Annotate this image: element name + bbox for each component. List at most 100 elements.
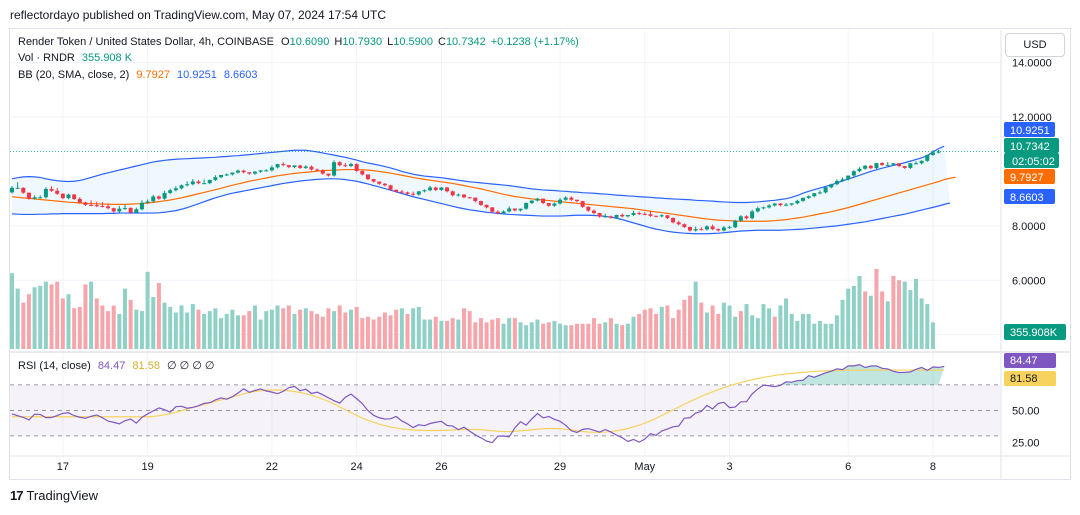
candle-body	[445, 187, 450, 192]
candle-body	[507, 208, 512, 212]
candle-body	[428, 187, 433, 191]
candle-body	[49, 188, 54, 191]
volume-bar	[772, 316, 777, 349]
candle-body	[123, 207, 127, 209]
volume-bar	[405, 313, 410, 349]
candle-body	[281, 164, 286, 166]
volume-bar	[755, 318, 760, 349]
candle-body	[224, 174, 229, 176]
volume-bar	[885, 301, 890, 349]
candle-body	[128, 207, 133, 213]
candle-body	[671, 217, 676, 223]
time-tick-label: 8	[930, 461, 936, 473]
bb-background	[12, 146, 950, 234]
volume-bar	[151, 297, 156, 349]
candle-body	[518, 208, 523, 211]
rsi-ma-tag-bg	[1004, 371, 1056, 386]
candle-body	[846, 175, 851, 180]
bb-lower-value: 8.6603	[223, 69, 258, 81]
price-tag-bg	[1004, 138, 1059, 153]
volume-bar	[21, 302, 26, 349]
volume-bar	[106, 311, 111, 349]
volume-label[interactable]: Vol · RNDR	[18, 52, 75, 64]
candle-body	[422, 190, 427, 192]
volume-bar	[659, 306, 664, 349]
candle-body	[349, 164, 353, 167]
volume-bar	[298, 309, 303, 349]
candle-body	[761, 207, 766, 209]
price-tag-bg	[1004, 122, 1055, 137]
rsi-legend: RSI (14, close) 84.47 81.58 ∅ ∅ ∅ ∅	[18, 359, 219, 372]
candle-body	[829, 184, 834, 188]
countdown-label: 02:05:02	[1012, 156, 1055, 168]
candle-body	[863, 165, 868, 169]
volume-bar	[603, 322, 608, 349]
candle-body	[721, 227, 726, 231]
currency-button[interactable]: USD	[1005, 33, 1065, 57]
candle-body	[162, 192, 167, 199]
volume-bar	[371, 319, 376, 349]
volume-bar	[563, 325, 568, 349]
candle-body	[620, 214, 625, 217]
candle-body	[801, 197, 805, 201]
volume-bar	[778, 305, 783, 349]
volume-bar	[812, 323, 817, 349]
volume-bar	[688, 295, 692, 349]
volume-bar	[648, 308, 653, 349]
candle-body	[439, 187, 444, 190]
volume-bar	[834, 315, 839, 349]
volume-bar	[902, 281, 907, 349]
volume-bar	[817, 320, 822, 349]
volume-bar	[72, 308, 77, 349]
candle-body	[512, 208, 517, 211]
volume-bar	[823, 323, 828, 349]
candle-body	[230, 172, 235, 175]
candle-body	[930, 152, 935, 155]
time-tick-label: 26	[435, 461, 447, 473]
candle-body	[219, 174, 224, 178]
candle-body	[190, 181, 195, 185]
bb-upper-value: 10.9251	[177, 69, 217, 81]
bb-basis-value: 9.7927	[136, 69, 170, 81]
price-tag-label: 8.6603	[1010, 192, 1044, 204]
candle-body	[298, 165, 303, 168]
time-tick-label: 6	[845, 461, 851, 473]
volume-bar	[919, 298, 924, 349]
candle-body	[484, 204, 489, 208]
rsi-label[interactable]: RSI (14, close)	[18, 360, 91, 372]
time-tick-label: 24	[351, 461, 363, 473]
volume-bar	[123, 288, 127, 349]
volume-bar	[806, 313, 811, 349]
tradingview-brand: TradingView	[26, 488, 99, 503]
symbol-title[interactable]: Render Token / United States Dollar, 4h,…	[18, 36, 274, 48]
volume-bar	[281, 308, 286, 349]
rsi-ma-line	[12, 369, 945, 433]
candle-body	[885, 164, 890, 166]
volume-bar	[897, 280, 902, 349]
volume-bar	[750, 315, 755, 349]
volume-bar	[55, 281, 60, 349]
bb-label[interactable]: BB (20, SMA, close, 2)	[18, 69, 130, 81]
volume-bar	[207, 311, 212, 349]
candle-body	[94, 205, 99, 207]
price-tag-label: 10.7342	[1010, 141, 1050, 153]
price-tag-label: 9.7927	[1010, 172, 1044, 184]
volume-bar	[507, 318, 512, 349]
candle-body	[10, 187, 14, 193]
candle-body	[354, 164, 359, 171]
candle-body	[55, 190, 60, 194]
time-tick-label: 22	[266, 461, 278, 473]
candle-body	[117, 208, 122, 212]
volume-bar	[558, 323, 563, 349]
volume-bar	[795, 320, 800, 349]
candle-body	[303, 166, 308, 168]
volume-bar	[275, 305, 280, 349]
candle-body	[309, 166, 314, 170]
candle-body	[156, 196, 161, 199]
candle-body	[637, 213, 642, 215]
candle-body	[591, 210, 596, 214]
volume-bar	[625, 323, 630, 349]
publish-info: reflectordayo published on TradingView.c…	[10, 8, 386, 22]
volume-bar	[286, 305, 291, 349]
